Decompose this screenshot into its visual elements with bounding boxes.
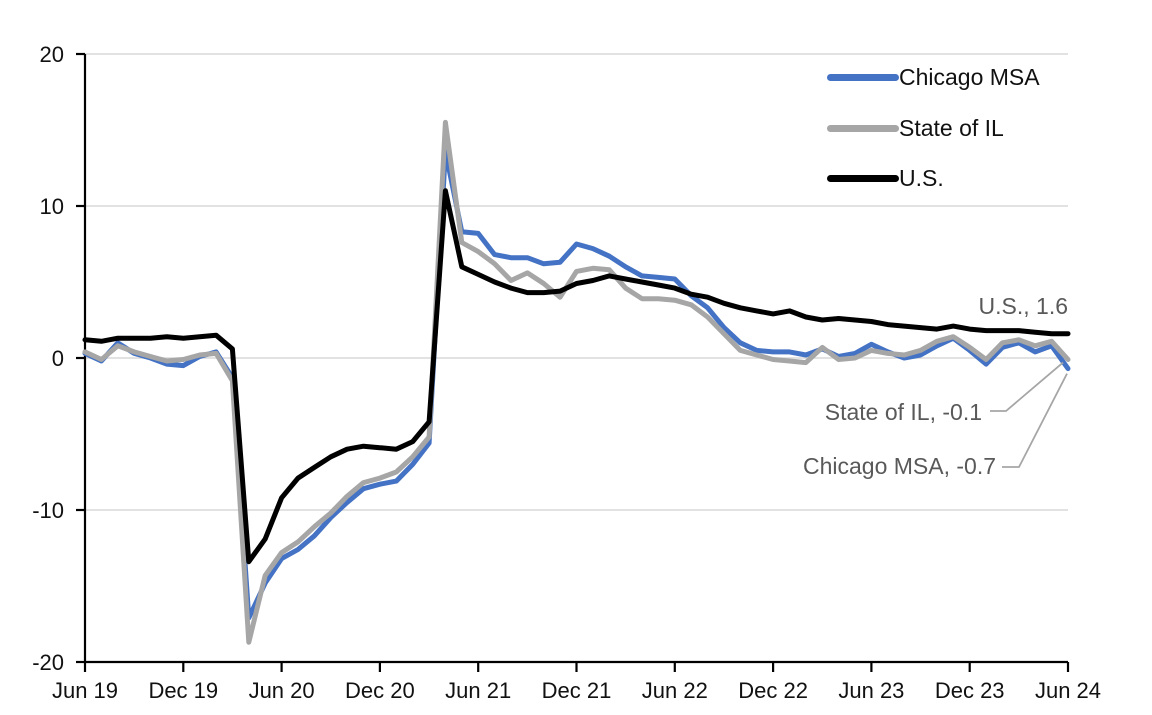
legend-item-label: U.S. xyxy=(899,165,944,191)
y-axis-tick-label: 10 xyxy=(40,194,64,219)
x-axis-tick-label: Dec 19 xyxy=(148,678,218,703)
legend-item-state-of-il: State of IL xyxy=(827,116,1004,140)
x-axis-tick-label: Jun 19 xyxy=(52,678,118,703)
leader-line-chicago-msa xyxy=(1002,373,1068,468)
x-axis-tick-label: Dec 21 xyxy=(542,678,612,703)
data-label-state-of-il: State of IL, -0.1 xyxy=(824,399,982,425)
x-axis-tick-label: Dec 22 xyxy=(738,678,808,703)
y-axis-tick-label: -20 xyxy=(32,650,64,675)
chicago-msa-line-swatch-icon xyxy=(827,73,899,81)
series-line-u-s xyxy=(82,188,1071,565)
legend-item-chicago-msa: Chicago MSA xyxy=(827,65,1040,89)
x-axis-tick-label: Jun 21 xyxy=(445,678,511,703)
y-axis-tick-label: -10 xyxy=(32,498,64,523)
x-axis-tick-label: Dec 20 xyxy=(345,678,415,703)
legend-item-label: State of IL xyxy=(899,115,1004,141)
state-of-il-line-swatch-icon xyxy=(827,124,899,132)
x-axis-tick-label: Jun 23 xyxy=(838,678,904,703)
series-line-state-of-il xyxy=(82,119,1071,645)
x-axis-tick-label: Jun 22 xyxy=(642,678,708,703)
x-axis-tick-label: Jun 20 xyxy=(249,678,315,703)
legend-item-us: U.S. xyxy=(827,166,944,190)
y-axis-tick-label: 0 xyxy=(52,346,64,371)
us-line-swatch-icon xyxy=(827,174,899,182)
data-label-us: U.S., 1.6 xyxy=(978,293,1068,319)
x-axis-tick-label: Jun 24 xyxy=(1035,678,1101,703)
y-axis-tick-label: 20 xyxy=(40,42,64,67)
legend-item-label: Chicago MSA xyxy=(899,64,1040,90)
x-axis-tick-label: Dec 23 xyxy=(935,678,1005,703)
data-label-chicago-msa: Chicago MSA, -0.7 xyxy=(802,453,996,479)
leader-line-state-of-il xyxy=(990,361,1064,412)
